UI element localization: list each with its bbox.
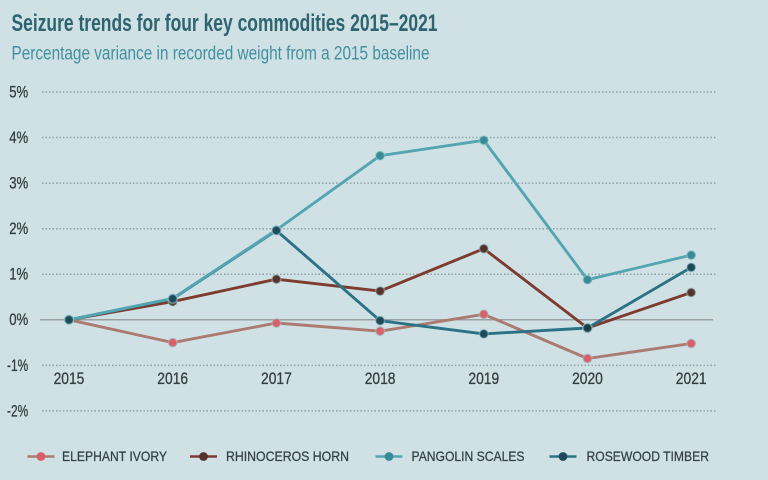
svg-text:2020: 2020 <box>572 370 603 388</box>
svg-text:RHINOCEROS HORN: RHINOCEROS HORN <box>226 449 349 464</box>
svg-text:Percentage variance in recorde: Percentage variance in recorded weight f… <box>12 44 430 65</box>
svg-text:3%: 3% <box>9 175 28 193</box>
svg-text:2019: 2019 <box>468 370 499 388</box>
svg-text:5%: 5% <box>9 83 28 101</box>
svg-text:0%: 0% <box>9 311 28 329</box>
svg-text:-2%: -2% <box>7 402 28 420</box>
svg-text:2021: 2021 <box>676 370 707 388</box>
svg-text:PANGOLIN SCALES: PANGOLIN SCALES <box>412 449 525 464</box>
svg-text:2017: 2017 <box>261 370 292 388</box>
svg-text:ELEPHANT IVORY: ELEPHANT IVORY <box>62 449 167 464</box>
svg-text:-1%: -1% <box>7 357 28 375</box>
svg-text:4%: 4% <box>9 129 28 147</box>
svg-text:2018: 2018 <box>365 370 396 388</box>
svg-text:2%: 2% <box>9 220 28 238</box>
svg-text:Seizure trends for four key co: Seizure trends for four key commodities … <box>12 10 438 37</box>
svg-text:ROSEWOOD TIMBER: ROSEWOOD TIMBER <box>587 449 710 464</box>
svg-text:1%: 1% <box>9 266 28 284</box>
svg-text:2016: 2016 <box>157 370 188 388</box>
svg-text:2015: 2015 <box>54 370 85 388</box>
